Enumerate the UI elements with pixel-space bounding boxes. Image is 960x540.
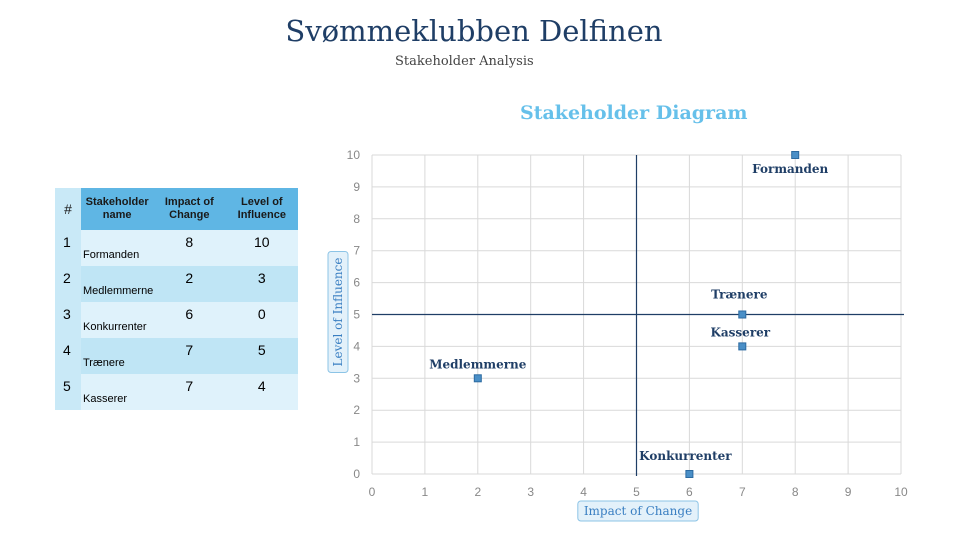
column-header-influence: Level of Influence: [225, 188, 299, 230]
row-number: 5: [55, 374, 81, 410]
table-row: 5 Kasserer 7 4: [55, 374, 299, 410]
x-tick-label: 1: [422, 485, 429, 499]
impact-value: 7: [153, 338, 226, 374]
table-row: 4 Trænere 7 5: [55, 338, 299, 374]
y-tick-label: 6: [353, 276, 360, 290]
data-label: Konkurrenter: [639, 449, 732, 463]
impact-value: 8: [153, 230, 226, 266]
data-point-medlemmerne: [473, 374, 482, 383]
x-axis-title-box: [577, 500, 699, 522]
page-title: Svømmeklubben Delfinen: [285, 14, 663, 48]
data-point-formanden: [791, 151, 800, 159]
y-tick-label: 2: [353, 403, 360, 417]
data-label: Formanden: [752, 162, 828, 176]
row-number: 3: [55, 302, 81, 338]
x-tick-label: 5: [633, 485, 640, 499]
table-header-row: # Stakeholder name Impact of Change Leve…: [55, 188, 299, 230]
y-tick-label: 4: [353, 339, 360, 353]
influence-value: 4: [225, 374, 299, 410]
x-tick-label: 2: [474, 485, 481, 499]
x-tick-label: 10: [894, 485, 908, 499]
row-number: 4: [55, 338, 81, 374]
y-tick-label: 3: [353, 371, 360, 385]
row-number: 2: [55, 266, 81, 302]
column-header-number: #: [55, 188, 81, 230]
y-tick-label: 5: [353, 308, 360, 322]
y-tick-label: 8: [353, 212, 360, 226]
stakeholder-name: Kasserer: [81, 374, 154, 410]
x-tick-label: 6: [686, 485, 693, 499]
stakeholder-table: # Stakeholder name Impact of Change Leve…: [55, 188, 299, 410]
influence-value: 10: [225, 230, 299, 266]
chart-title: Stakeholder Diagram: [520, 102, 748, 124]
y-axis-title-group: Level of Influence: [327, 251, 349, 373]
column-header-impact: Impact of Change: [153, 188, 226, 230]
table-row: 3 Konkurrenter 6 0: [55, 302, 299, 338]
row-number: 1: [55, 230, 81, 266]
table-row: 2 Medlemmerne 2 3: [55, 266, 299, 302]
y-tick-label: 7: [353, 244, 360, 258]
x-tick-label: 8: [792, 485, 799, 499]
data-point-konkurrenter: [685, 470, 694, 478]
y-tick-label: 9: [353, 180, 360, 194]
stakeholder-name: Konkurrenter: [81, 302, 154, 338]
impact-value: 7: [153, 374, 226, 410]
column-header-stakeholder-name: Stakeholder name: [81, 188, 154, 230]
influence-value: 5: [225, 338, 299, 374]
y-tick-label: 10: [347, 148, 361, 162]
influence-value: 0: [225, 302, 299, 338]
x-tick-label: 4: [580, 485, 587, 499]
impact-value: 2: [153, 266, 226, 302]
stakeholder-name: Formanden: [81, 230, 154, 266]
stakeholder-name: Medlemmerne: [81, 266, 154, 302]
x-tick-label: 9: [845, 485, 852, 499]
page-subtitle: Stakeholder Analysis: [395, 54, 534, 69]
stakeholder-name: Trænere: [81, 338, 154, 374]
impact-value: 6: [153, 302, 226, 338]
data-label: Kasserer: [710, 325, 770, 339]
data-point-trænere: [738, 310, 747, 319]
x-tick-label: 0: [369, 485, 376, 499]
table-row: 1 Formanden 8 10: [55, 230, 299, 266]
x-tick-label: 3: [527, 485, 534, 499]
y-tick-label: 0: [353, 467, 360, 481]
influence-value: 3: [225, 266, 299, 302]
data-point-kasserer: [738, 342, 747, 351]
x-axis-title: Impact of Change: [584, 504, 692, 518]
x-tick-label: 7: [739, 485, 746, 499]
y-axis-title-box: [327, 251, 349, 373]
y-axis-title: Level of Influence: [331, 258, 345, 367]
data-label: Trænere: [711, 288, 768, 302]
data-label: Medlemmerne: [429, 357, 527, 371]
y-tick-label: 1: [353, 435, 360, 449]
